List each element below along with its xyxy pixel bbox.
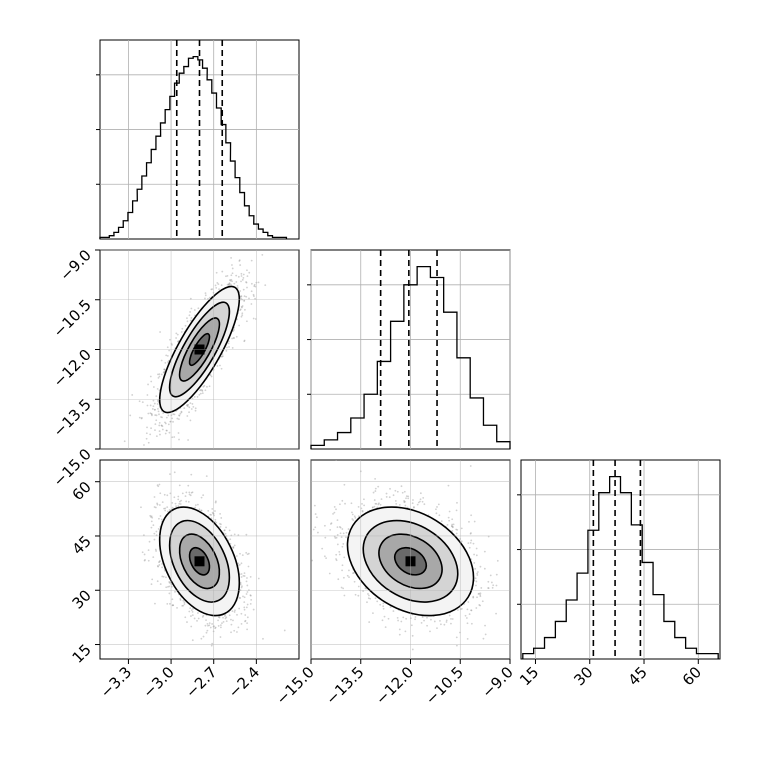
x-tick-label: −9.0 [478,663,516,701]
y-tick-label: −15.0 [50,445,95,490]
x-tick-label: 60 [679,663,705,689]
x-tick-label: 45 [625,663,651,689]
y-tick-label: 60 [69,478,95,504]
x-tick-label: −15.0 [273,663,318,708]
histogram-step-line [522,475,719,659]
y-tick-label: −13.5 [50,395,95,440]
density-peak [194,556,205,567]
x-tick-label: 15 [516,663,542,689]
histogram-step-line [99,55,288,239]
y-tick-label: 30 [69,586,95,612]
x-tick-label: 30 [570,663,596,689]
y-tick-label: −10.5 [50,296,95,341]
histogram-panel-0 [96,39,300,240]
x-tick-label: −13.5 [322,663,367,708]
x-tick-label: −2.7 [182,663,220,701]
x-tick-label: −2.4 [225,663,263,701]
y-tick-label: −12.0 [50,346,95,391]
joint-panel-1-2 [310,459,511,660]
joint-panel-0-2 [99,459,300,660]
y-tick-label: −9.0 [56,246,94,284]
x-tick-label: −10.5 [422,663,467,708]
y-tick-label: 15 [69,641,95,667]
x-tick-label: −3.3 [97,663,135,701]
x-tick-label: −3.0 [139,663,177,701]
histogram-step-line [310,265,511,449]
y-tick-label: 45 [69,532,95,558]
x-tick-label: −12.0 [372,663,417,708]
panel-frame [99,39,300,240]
joint-panel-0-1 [99,249,300,450]
histogram-panel-2 [517,459,721,660]
histogram-panel-1 [307,249,511,450]
